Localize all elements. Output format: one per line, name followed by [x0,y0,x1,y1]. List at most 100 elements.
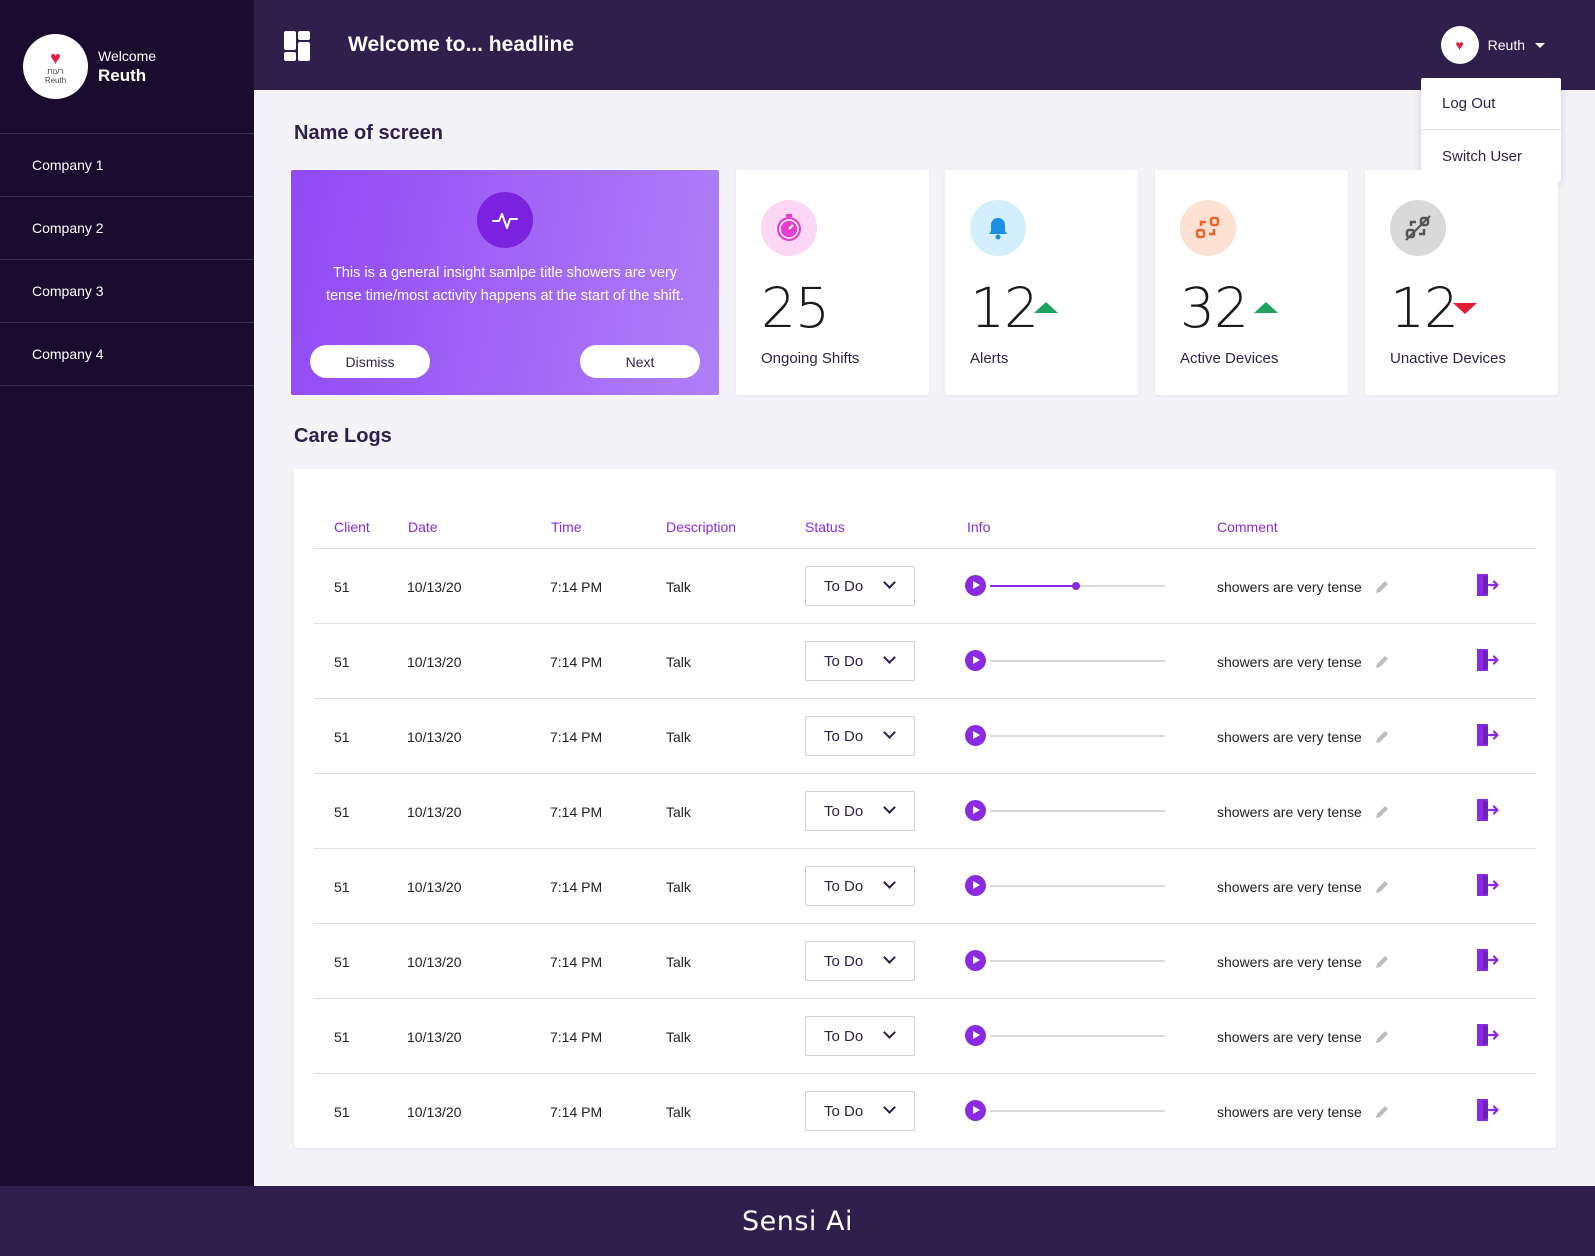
status-value: To Do [824,802,864,820]
status-value: To Do [824,727,864,745]
edit-pencil-icon[interactable] [1374,729,1390,745]
chevron-down-icon [883,726,896,739]
stat-label: Active Devices [1180,350,1279,367]
exit-door-icon[interactable] [1474,572,1500,598]
stat-card-unactive-devices[interactable]: 12 Unactive Devices [1365,170,1558,395]
cell-time: 7:14 PM [550,729,603,745]
table-row: 51 10/13/20 7:14 PM Talk To Do showers are ve… [314,773,1536,848]
cell-client: 51 [334,879,350,895]
progress-fill [990,585,1076,587]
audio-progress-slider[interactable] [990,885,1165,887]
column-header-client[interactable]: Client [334,519,370,535]
audio-progress-slider[interactable] [990,660,1165,662]
cell-comment: showers are very tense [1217,579,1362,595]
edit-pencil-icon[interactable] [1374,954,1390,970]
exit-door-icon[interactable] [1474,1022,1500,1048]
trend-down-icon [1453,303,1477,314]
trend-up-icon [1034,302,1058,313]
sidebar-item-company-4[interactable]: Company 4 [0,323,254,386]
cell-description: Talk [666,579,691,595]
cell-description: Talk [666,1104,691,1120]
cell-date: 10/13/20 [407,954,462,970]
stat-card-ongoing-shifts[interactable]: 25 Ongoing Shifts [736,170,929,395]
column-header-status[interactable]: Status [805,519,845,535]
dashboard-grid-icon[interactable] [284,31,312,61]
status-select[interactable]: To Do [805,866,915,906]
insight-text: This is a general insight samlpe title s… [326,265,684,304]
audio-progress-slider[interactable] [990,960,1165,962]
play-button-icon[interactable] [965,800,986,821]
edit-pencil-icon[interactable] [1374,1104,1390,1120]
column-header-info[interactable]: Info [967,519,991,535]
play-button-icon[interactable] [965,1100,986,1121]
dismiss-button[interactable]: Dismiss [310,345,430,378]
trend-up-icon [1254,302,1278,313]
cell-date: 10/13/20 [407,729,462,745]
status-value: To Do [824,877,864,895]
exit-door-icon[interactable] [1474,722,1500,748]
sidebar-item-company-3[interactable]: Company 3 [0,260,254,323]
cell-description: Talk [666,729,691,745]
stat-card-active-devices[interactable]: 32 Active Devices [1155,170,1348,395]
edit-pencil-icon[interactable] [1374,1029,1390,1045]
top-bar: Welcome to... headline ♥ Reuth [254,0,1595,90]
audio-progress-slider[interactable] [990,810,1165,812]
audio-progress-slider[interactable] [990,1035,1165,1037]
heart-icon: ♥ [50,47,61,68]
avatar: ♥ [1440,26,1479,64]
sidebar-item-company-2[interactable]: Company 2 [0,197,254,260]
exit-door-icon[interactable] [1474,947,1500,973]
stat-value: 32 [1180,276,1249,340]
brand-logo: Sensi Ai [742,1205,853,1237]
column-header-description[interactable]: Description [666,519,737,535]
cell-client: 51 [334,1029,350,1045]
status-select[interactable]: To Do [805,791,915,831]
exit-door-icon[interactable] [1474,872,1500,898]
table-row: 51 10/13/20 7:14 PM Talk To Do showers are ve… [314,548,1536,623]
play-button-icon[interactable] [965,725,986,746]
cell-client: 51 [334,804,350,820]
column-header-date[interactable]: Date [408,519,438,535]
exit-door-icon[interactable] [1474,797,1500,823]
status-select[interactable]: To Do [805,641,915,681]
user-menu-toggle[interactable]: ♥ Reuth [1440,26,1545,64]
play-button-icon[interactable] [965,875,986,896]
exit-door-icon[interactable] [1474,1097,1500,1123]
edit-pencil-icon[interactable] [1374,579,1390,595]
status-select[interactable]: To Do [805,1091,915,1131]
cell-date: 10/13/20 [407,654,462,670]
next-button[interactable]: Next [580,345,700,378]
stat-card-alerts[interactable]: 12 Alerts [945,170,1138,395]
column-header-comment[interactable]: Comment [1217,519,1278,535]
cell-time: 7:14 PM [550,804,603,820]
status-select[interactable]: To Do [805,1016,915,1056]
chevron-down-icon [883,951,896,964]
log-out-menu-item[interactable]: Log Out [1421,78,1561,130]
welcome-user: Reuth [98,65,147,85]
column-header-time[interactable]: Time [551,519,582,535]
status-select[interactable]: To Do [805,716,915,756]
audio-progress-slider[interactable] [990,1110,1165,1112]
edit-pencil-icon[interactable] [1374,804,1390,820]
cell-date: 10/13/20 [407,879,462,895]
cell-date: 10/13/20 [407,1104,462,1120]
cell-comment: showers are very tense [1217,729,1362,745]
play-button-icon[interactable] [965,950,986,971]
edit-pencil-icon[interactable] [1374,879,1390,895]
play-button-icon[interactable] [965,1025,986,1046]
user-name: Reuth [1487,37,1525,53]
status-select[interactable]: To Do [805,941,915,981]
play-button-icon[interactable] [965,650,986,671]
audio-progress-slider[interactable] [990,735,1165,737]
play-button-icon[interactable] [965,575,986,596]
audio-progress-slider[interactable] [990,582,1165,590]
cell-description: Talk [666,954,691,970]
cell-time: 7:14 PM [550,879,603,895]
user-dropdown-menu: Log Out Switch User [1421,78,1561,182]
sidebar-item-company-1[interactable]: Company 1 [0,134,254,197]
switch-user-menu-item[interactable]: Switch User [1442,147,1523,165]
edit-pencil-icon[interactable] [1374,654,1390,670]
status-select[interactable]: To Do [805,566,915,606]
slider-handle[interactable] [1072,582,1080,590]
exit-door-icon[interactable] [1474,647,1500,673]
